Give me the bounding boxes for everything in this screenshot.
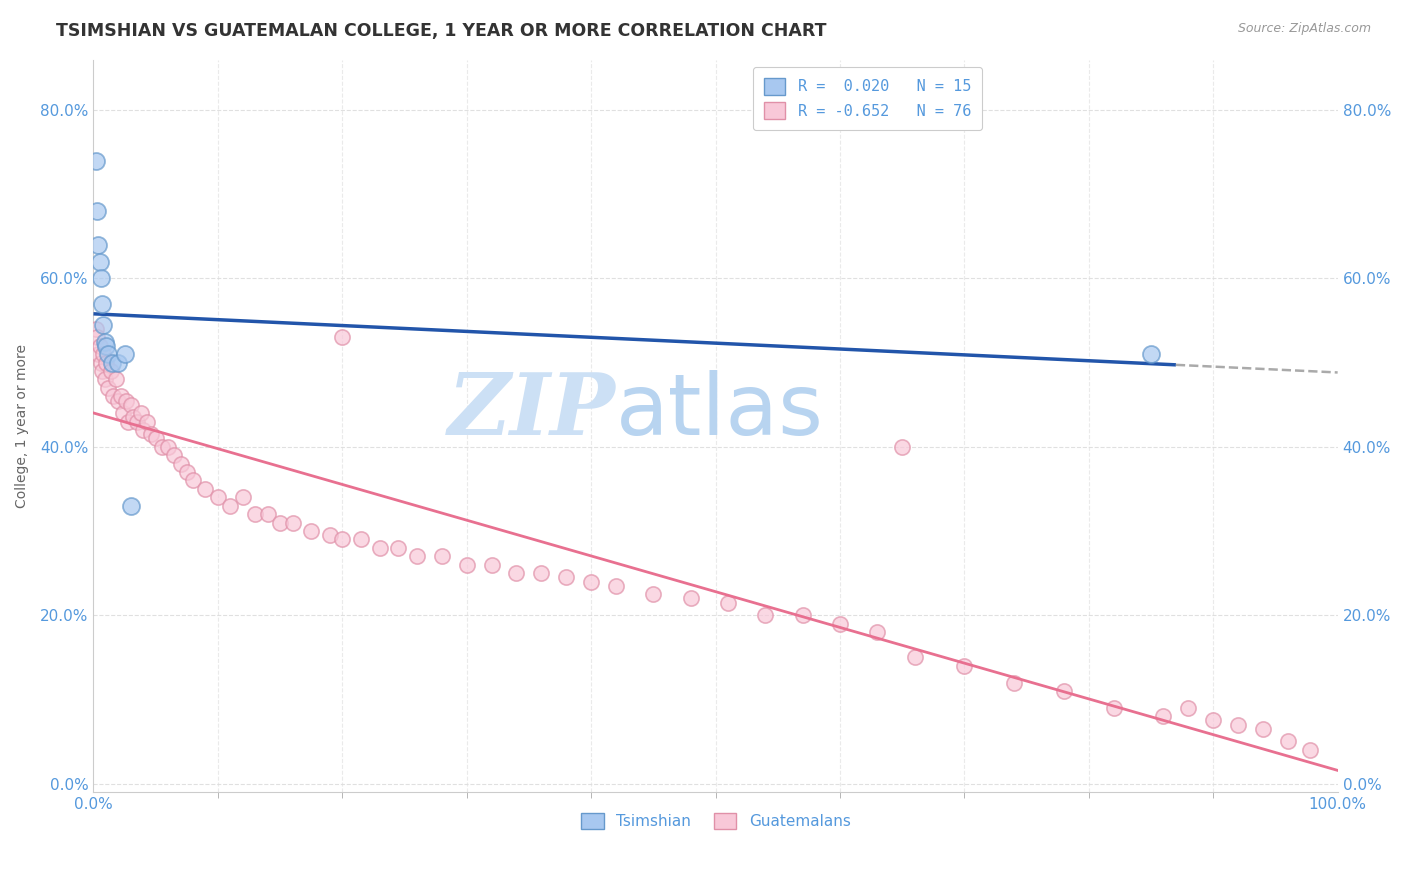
Text: TSIMSHIAN VS GUATEMALAN COLLEGE, 1 YEAR OR MORE CORRELATION CHART: TSIMSHIAN VS GUATEMALAN COLLEGE, 1 YEAR … <box>56 22 827 40</box>
Point <box>1299 743 1322 757</box>
Point <box>828 616 851 631</box>
Point <box>904 650 927 665</box>
Point <box>319 528 342 542</box>
Point <box>97 381 120 395</box>
Point <box>1277 734 1299 748</box>
Point <box>1102 700 1125 714</box>
Point <box>112 406 135 420</box>
Text: ZIP: ZIP <box>449 369 616 453</box>
Point <box>84 153 107 168</box>
Point <box>120 398 142 412</box>
Point <box>1140 347 1163 361</box>
Point <box>530 566 553 580</box>
Point <box>90 356 112 370</box>
Point <box>232 491 254 505</box>
Point <box>1152 709 1174 723</box>
Point <box>136 415 159 429</box>
Point <box>176 465 198 479</box>
Point <box>330 330 353 344</box>
Point <box>1002 675 1025 690</box>
Point <box>125 415 148 429</box>
Point <box>1177 700 1199 714</box>
Point <box>107 393 129 408</box>
Point <box>953 658 976 673</box>
Point <box>93 334 115 349</box>
Point <box>90 271 112 285</box>
Point <box>1227 717 1250 731</box>
Point <box>891 440 914 454</box>
Point <box>107 356 129 370</box>
Point <box>122 410 145 425</box>
Text: Source: ZipAtlas.com: Source: ZipAtlas.com <box>1237 22 1371 36</box>
Point <box>1053 684 1076 698</box>
Point <box>866 625 889 640</box>
Point <box>94 356 117 370</box>
Point <box>89 254 111 268</box>
Point <box>643 587 665 601</box>
Point <box>579 574 602 589</box>
Point <box>605 579 627 593</box>
Point <box>754 608 776 623</box>
Point <box>430 549 453 564</box>
Point <box>91 364 114 378</box>
Point <box>245 507 267 521</box>
Point <box>86 330 108 344</box>
Point <box>101 356 124 370</box>
Point <box>91 296 114 310</box>
Text: atlas: atlas <box>616 369 824 452</box>
Point <box>93 372 115 386</box>
Point <box>110 389 132 403</box>
Point <box>163 448 186 462</box>
Point <box>194 482 217 496</box>
Point <box>97 347 120 361</box>
Point <box>93 347 115 361</box>
Point <box>1251 722 1274 736</box>
Point <box>114 347 136 361</box>
Point <box>87 347 110 361</box>
Point <box>219 499 242 513</box>
Point <box>117 415 139 429</box>
Point <box>350 533 373 547</box>
Point <box>181 474 204 488</box>
Point <box>84 322 107 336</box>
Y-axis label: College, 1 year or more: College, 1 year or more <box>15 343 30 508</box>
Point <box>456 558 478 572</box>
Point <box>120 499 142 513</box>
Point <box>139 427 162 442</box>
Point <box>387 541 409 555</box>
Point <box>114 393 136 408</box>
Point <box>89 339 111 353</box>
Point <box>103 389 125 403</box>
Point <box>555 570 578 584</box>
Point <box>481 558 503 572</box>
Point <box>679 591 702 606</box>
Point <box>717 596 740 610</box>
Point <box>86 204 108 219</box>
Point <box>129 406 152 420</box>
Point <box>256 507 278 521</box>
Point <box>281 516 304 530</box>
Point <box>93 318 115 332</box>
Point <box>269 516 291 530</box>
Point <box>87 237 110 252</box>
Point <box>145 431 167 445</box>
Point <box>792 608 814 623</box>
Point <box>169 457 191 471</box>
Point <box>150 440 173 454</box>
Point <box>406 549 429 564</box>
Point <box>94 339 117 353</box>
Point <box>505 566 527 580</box>
Point <box>368 541 391 555</box>
Point <box>104 372 127 386</box>
Point <box>100 364 122 378</box>
Point <box>330 533 353 547</box>
Point <box>157 440 180 454</box>
Point <box>132 423 155 437</box>
Point <box>207 491 229 505</box>
Legend: Tsimshian, Guatemalans: Tsimshian, Guatemalans <box>575 806 856 836</box>
Point <box>1202 714 1225 728</box>
Point <box>299 524 322 538</box>
